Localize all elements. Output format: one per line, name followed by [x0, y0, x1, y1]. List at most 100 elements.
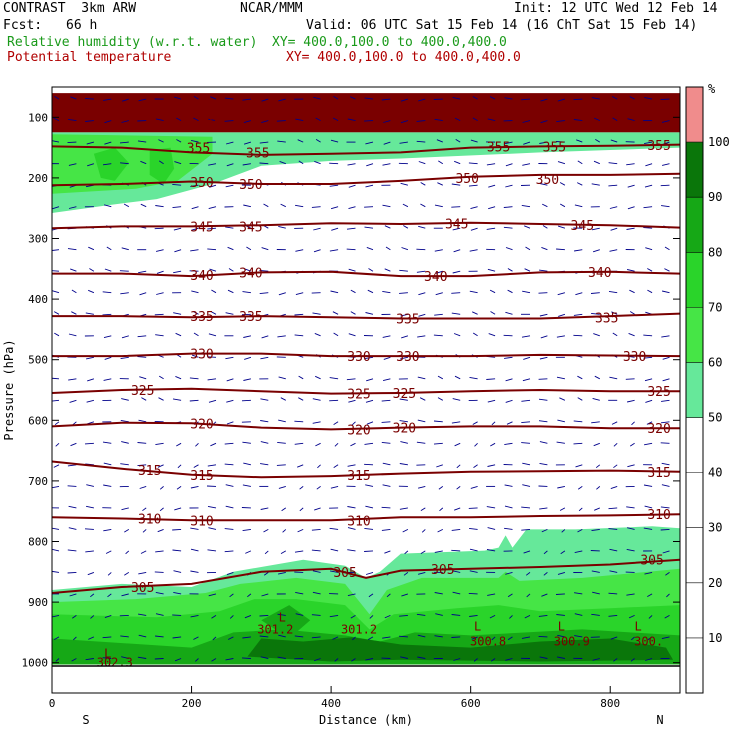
- wind-vector: [190, 527, 199, 530]
- wind-vector: [416, 120, 426, 122]
- wind-vector: [330, 206, 339, 210]
- wind-vector: [155, 635, 164, 638]
- wind-vector: [456, 486, 461, 490]
- wind-vector: [70, 96, 77, 100]
- center-name: NCAR/MMM: [240, 1, 303, 16]
- wind-vector: [174, 507, 182, 511]
- wind-vector: [260, 441, 269, 444]
- plot-frame: [51, 86, 681, 694]
- wind-vector: [593, 160, 600, 165]
- wind-vector: [106, 246, 112, 251]
- wind-vector: [522, 484, 531, 487]
- wind-vector: [660, 98, 670, 101]
- wind-vector: [86, 141, 95, 145]
- wind-vector: [469, 614, 478, 617]
- wind-vector: [191, 206, 199, 210]
- wind-vector: [608, 507, 618, 510]
- wind-vector: [608, 184, 618, 187]
- wind-vector: [608, 614, 618, 617]
- x-tick-label: 800: [600, 697, 620, 710]
- north-label: N: [656, 713, 663, 727]
- wind-vector: [229, 593, 234, 598]
- wind-vector: [210, 96, 217, 100]
- wind-vector: [191, 290, 199, 294]
- wind-vector: [174, 161, 182, 165]
- wind-vector: [504, 141, 513, 145]
- wind-vector: [470, 139, 478, 143]
- wind-vector: [313, 227, 321, 231]
- x-tick-label: 600: [461, 697, 481, 710]
- init-time: Init: 12 UTC Wed 12 Feb 14: [514, 1, 718, 16]
- wind-vector: [312, 398, 321, 401]
- wind-vector: [298, 397, 304, 401]
- wind-vector: [402, 528, 409, 533]
- wind-vector: [487, 118, 496, 122]
- wind-vector: [625, 378, 635, 380]
- wind-vector: [208, 593, 217, 597]
- wind-vector: [207, 118, 217, 122]
- wind-vector: [504, 442, 513, 446]
- wind-vector: [417, 419, 426, 423]
- wind-vector: [224, 463, 234, 466]
- wind-vector: [69, 593, 77, 597]
- y-tick-label: 500: [28, 354, 48, 367]
- wind-vector: [626, 548, 635, 552]
- wind-vector: [437, 397, 444, 401]
- wind-vector: [573, 442, 583, 445]
- wind-vector: [577, 160, 583, 165]
- wind-vector: [311, 636, 321, 639]
- theta-contour-325: [52, 387, 680, 395]
- wind-vector: [174, 249, 182, 253]
- wind-vector: [329, 614, 339, 618]
- wind-vector: [644, 378, 653, 382]
- field1-title: Relative humidity (w.r.t. water): [7, 35, 258, 50]
- wind-vector: [210, 311, 217, 315]
- wind-vector: [452, 398, 461, 401]
- wind-vector: [434, 550, 443, 553]
- wind-vectors: [52, 96, 670, 662]
- wind-vector: [399, 269, 408, 272]
- wind-vector: [433, 442, 443, 445]
- wind-vector: [490, 311, 496, 315]
- wind-vector: [263, 572, 269, 576]
- theta-contour-330: [52, 352, 680, 358]
- wind-vector: [539, 141, 548, 144]
- x-axis-title: Distance (km): [319, 713, 413, 727]
- wind-vector: [329, 527, 339, 530]
- wind-vector: [611, 421, 618, 425]
- colorbar-tick-label: 20: [708, 576, 722, 590]
- wind-vector: [364, 463, 374, 466]
- wind-vector: [70, 268, 77, 272]
- theta-label: 305: [131, 581, 154, 596]
- colorbar-bin-5: [686, 142, 703, 198]
- theta-contour-340: [52, 270, 680, 278]
- wind-vector: [454, 442, 461, 447]
- wind-vector: [295, 118, 304, 122]
- wind-vector: [140, 550, 147, 554]
- wind-vector: [88, 289, 95, 294]
- wind-vector: [85, 97, 94, 100]
- wind-vector: [208, 206, 217, 210]
- wind-vector: [155, 118, 164, 122]
- wind-vector: [559, 507, 566, 511]
- y-tick-label: 1000: [22, 657, 49, 670]
- wind-vector: [278, 376, 286, 380]
- wind-vector: [557, 485, 565, 489]
- wind-vector: [629, 311, 635, 315]
- wind-vector: [228, 268, 234, 272]
- wind-vector: [399, 292, 408, 294]
- wind-vector: [280, 550, 287, 554]
- theta-label: 355: [543, 140, 566, 155]
- wind-vector: [627, 184, 635, 188]
- wind-vector: [190, 548, 199, 552]
- wind-vector: [52, 377, 60, 380]
- wind-vector: [418, 313, 426, 317]
- wind-vector: [278, 634, 286, 638]
- wind-vector: [384, 268, 391, 272]
- wind-vector: [174, 658, 182, 662]
- wind-vector: [208, 163, 217, 166]
- wind-vector: [137, 464, 147, 467]
- wind-vector: [368, 593, 374, 598]
- wind-vector: [662, 378, 670, 382]
- low-marker: L: [634, 619, 641, 633]
